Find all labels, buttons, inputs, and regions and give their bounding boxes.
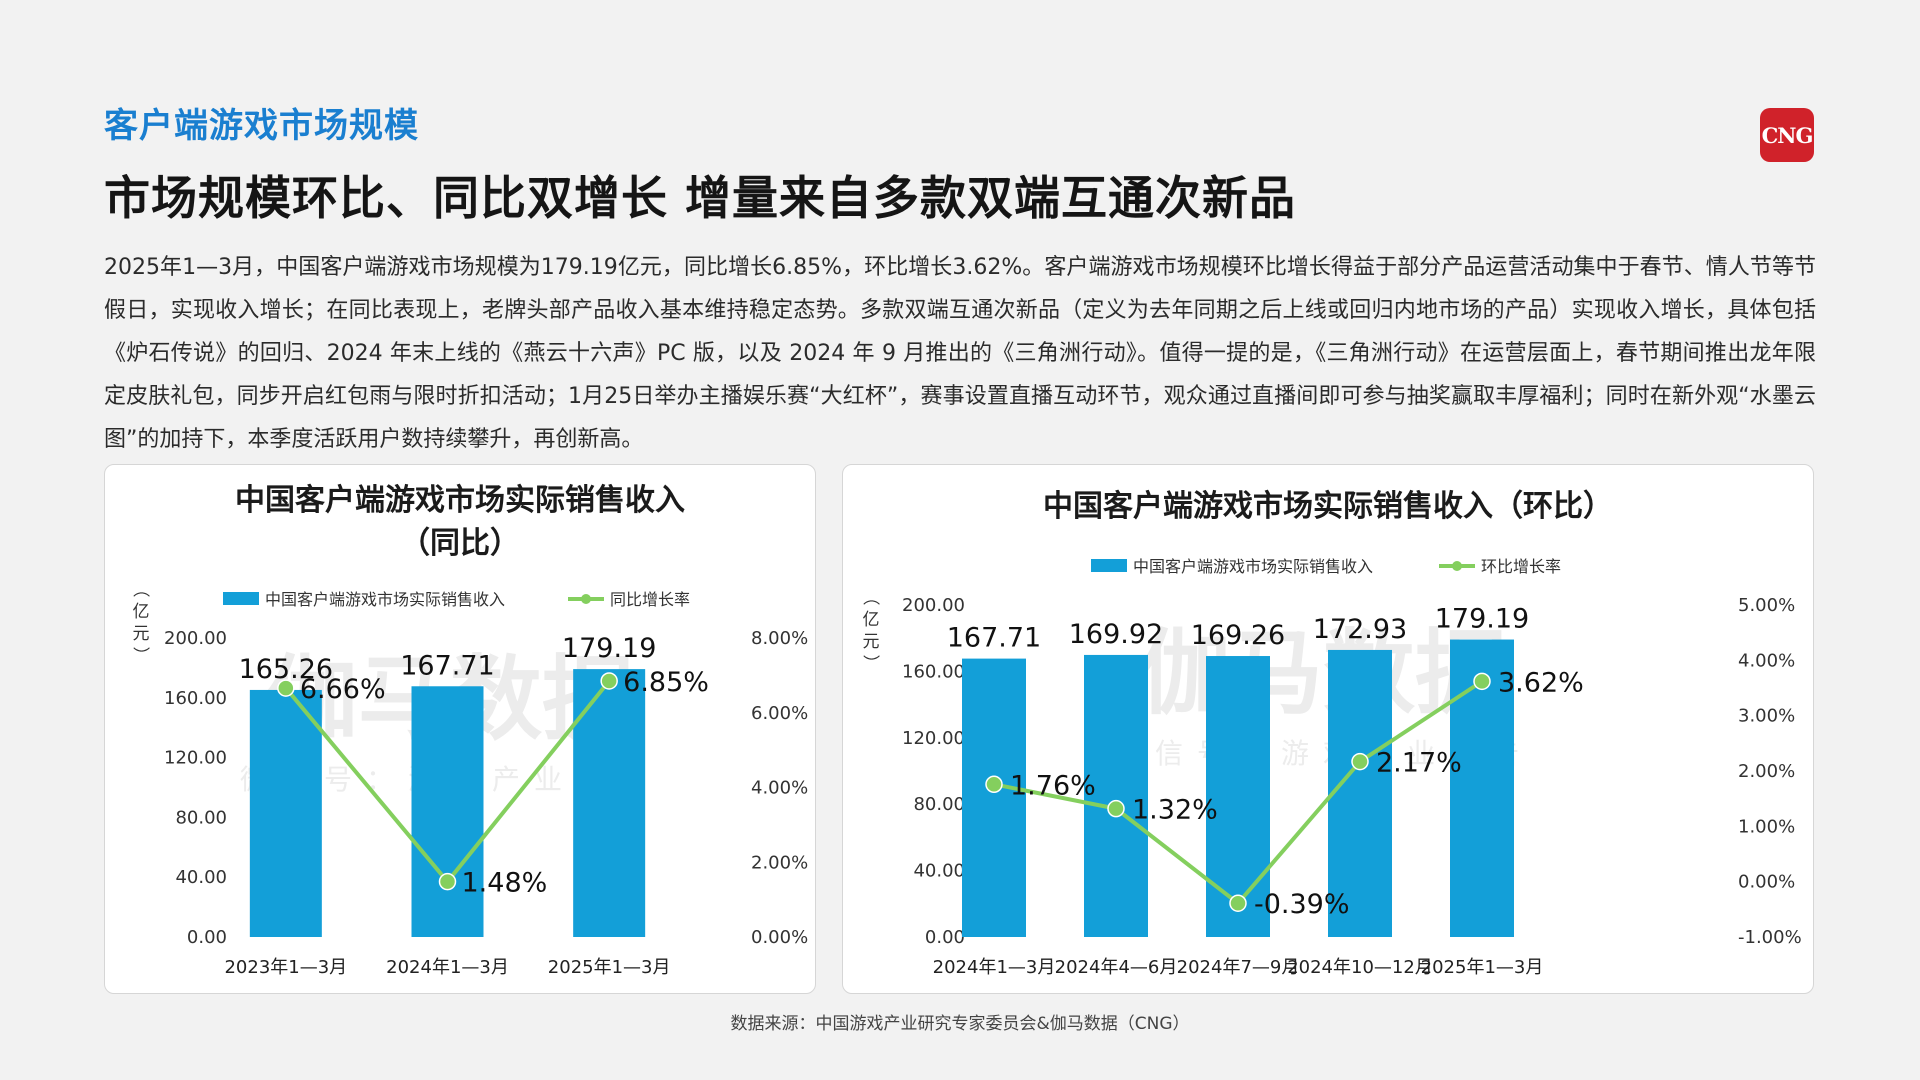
qoq-bar-value-label: 172.93 [1313, 614, 1407, 645]
qoq-bar-value-label: 167.71 [947, 623, 1041, 654]
qoq-legend-bar-swatch [1091, 559, 1127, 572]
qoq-bar-value-label: 179.19 [1435, 604, 1529, 635]
yoy-y-right-tick: 4.00% [751, 778, 808, 799]
qoq-x-tick: 2025年1—3月 [1421, 957, 1544, 978]
yoy-legend-line-marker [581, 594, 591, 604]
qoq-legend-line-label: 环比增长率 [1481, 557, 1561, 576]
qoq-y-left-tick: 40.00 [913, 861, 965, 882]
qoq-y-right-tick: 2.00% [1738, 761, 1795, 782]
qoq-unit-char: ） [860, 655, 880, 672]
yoy-y-left-tick: 40.00 [175, 867, 227, 888]
yoy-x-tick: 2024年1—3月 [386, 957, 509, 978]
qoq-y-left-tick: 200.00 [902, 595, 965, 616]
section-title: 客户端游戏市场规模 [104, 106, 419, 146]
qoq-y-right-tick: -1.00% [1738, 927, 1802, 948]
yoy-y-left-tick: 200.00 [164, 628, 227, 649]
yoy-growth-point [277, 679, 295, 697]
qoq-unit-char: 亿 [863, 610, 880, 630]
qoq-bar [1084, 654, 1148, 937]
yoy-y-right-tick: 0.00% [751, 927, 808, 948]
chart-yoy-plot: 伽马数据微信号：游戏产业报告中国客户端游戏市场实际销售收入同比增长率（亿元）0.… [130, 581, 808, 979]
qoq-x-tick: 2024年10—12月 [1287, 957, 1433, 978]
qoq-x-tick: 2024年1—3月 [933, 957, 1056, 978]
qoq-growth-value-label: -0.39% [1254, 889, 1350, 920]
chart-title-yoy-line2: （同比） [400, 526, 520, 561]
qoq-growth-point [1229, 894, 1247, 912]
yoy-unit-char: 亿 [133, 602, 150, 622]
qoq-watermark: 伽马数据 [1139, 620, 1507, 727]
chart-card-yoy: 中国客户端游戏市场实际销售收入 （同比） 伽马数据微信号：游戏产业报告中国客户端… [104, 464, 816, 994]
yoy-bar [411, 686, 484, 937]
qoq-y-left-tick: 160.00 [902, 661, 965, 682]
yoy-y-left-tick: 160.00 [164, 688, 227, 709]
qoq-bar-value-label: 169.26 [1191, 620, 1285, 651]
yoy-growth-value-label: 1.48% [462, 868, 548, 899]
qoq-growth-point [1107, 799, 1125, 818]
qoq-growth-value-label: 3.62% [1498, 667, 1584, 698]
yoy-y-right-tick: 6.00% [751, 703, 808, 724]
yoy-y-right-tick: 8.00% [751, 628, 808, 649]
qoq-y-right-tick: 3.00% [1738, 706, 1795, 727]
qoq-unit-char: 元 [863, 632, 880, 652]
yoy-y-left-tick: 80.00 [175, 807, 227, 828]
qoq-y-right-tick: 5.00% [1738, 595, 1795, 616]
yoy-unit-char: ） [130, 647, 150, 664]
qoq-y-right-tick: 4.00% [1738, 650, 1795, 671]
yoy-bar-value-label: 167.71 [400, 650, 494, 681]
qoq-bar-value-label: 169.92 [1069, 619, 1163, 650]
cng-logo-icon: CNG [1760, 108, 1814, 162]
yoy-bar-value-label: 179.19 [562, 633, 656, 664]
yoy-growth-value-label: 6.85% [623, 667, 709, 698]
yoy-growth-point [438, 872, 457, 891]
qoq-y-right-tick: 0.00% [1738, 872, 1795, 893]
qoq-bar [1328, 649, 1392, 937]
qoq-x-tick: 2024年7—9月 [1177, 957, 1300, 978]
qoq-bar [962, 658, 1026, 937]
chart-title-qoq: 中国客户端游戏市场实际销售收入（环比） [843, 485, 1813, 528]
qoq-bar [1206, 656, 1270, 937]
yoy-bar [249, 689, 322, 937]
qoq-y-left-tick: 80.00 [913, 794, 965, 815]
qoq-growth-value-label: 2.17% [1376, 748, 1462, 779]
data-source: 数据来源：中国游戏产业研究专家委员会&伽马数据（CNG） [730, 1014, 1190, 1034]
qoq-legend-bar-label: 中国客户端游戏市场实际销售收入 [1133, 557, 1373, 576]
qoq-unit-char: （ [860, 589, 880, 606]
body-paragraph: 2025年1—3月，中国客户端游戏市场规模为179.19亿元，同比增长6.85%… [104, 255, 1816, 452]
yoy-y-left-tick: 120.00 [164, 748, 227, 769]
qoq-y-right-tick: 1.00% [1738, 816, 1795, 837]
yoy-growth-point [600, 672, 618, 690]
yoy-x-tick: 2025年1—3月 [548, 957, 671, 978]
qoq-growth-point [1473, 672, 1491, 691]
qoq-growth-point [1351, 752, 1369, 771]
yoy-growth-value-label: 6.66% [300, 674, 386, 705]
yoy-unit-char: （ [130, 581, 150, 598]
chart-card-qoq: 中国客户端游戏市场实际销售收入（环比） 伽马数据 微信号：游戏产业报告 中国客户端游… [842, 464, 1814, 994]
qoq-legend-line-marker [1452, 561, 1462, 571]
yoy-y-left-tick: 0.00 [187, 927, 227, 948]
qoq-y-left-tick: 120.00 [902, 728, 965, 749]
yoy-legend-bar-label: 中国客户端游戏市场实际销售收入 [265, 590, 505, 609]
qoq-y-left-tick: 0.00 [925, 927, 965, 948]
chart-title-yoy-line1: 中国客户端游戏市场实际销售收入 [235, 483, 685, 518]
yoy-y-right-tick: 2.00% [751, 852, 808, 873]
yoy-legend-bar-swatch [223, 592, 259, 605]
yoy-x-tick: 2023年1—3月 [224, 957, 347, 978]
yoy-legend-line-label: 同比增长率 [610, 590, 690, 609]
qoq-x-tick: 2024年4—6月 [1055, 957, 1178, 978]
qoq-growth-value-label: 1.32% [1132, 795, 1218, 826]
page-headline: 市场规模环比、同比双增长 增量来自多款双端互通次新品 [104, 171, 1297, 225]
qoq-growth-value-label: 1.76% [1010, 770, 1096, 801]
qoq-growth-point [985, 775, 1003, 794]
chart-title-yoy: 中国客户端游戏市场实际销售收入 （同比） [105, 479, 815, 565]
chart-title-qoq-line1: 中国客户端游戏市场实际销售收入（环比） [1043, 489, 1613, 524]
yoy-unit-char: 元 [133, 624, 150, 644]
logo-text: CNG [1761, 122, 1814, 148]
